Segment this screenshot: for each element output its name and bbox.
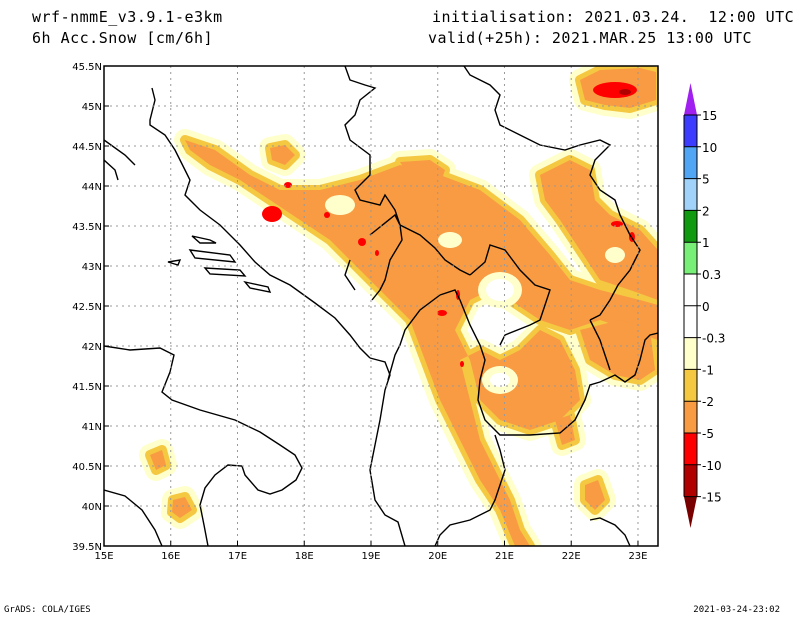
colorbar-arrow-bottom (684, 496, 697, 528)
valid-time: valid(+25h): 2021.MAR.25 13:00 UTC (428, 29, 753, 47)
colorbar-label: 10 (702, 141, 717, 155)
field-title: 6h Acc.Snow [cm/6h] (32, 29, 214, 47)
colorbar-arrow-top (684, 83, 697, 115)
colorbar-label: -15 (702, 491, 722, 505)
lat-label: 40N (82, 502, 102, 513)
footer-right: 2021-03-24-23:02 (693, 605, 780, 615)
lat-label: 42N (82, 342, 102, 353)
lat-label: 43N (82, 262, 102, 273)
colorbar-segment (684, 242, 697, 274)
map-frame (103, 65, 659, 547)
lon-label: 16E (161, 551, 180, 562)
lon-label: 22E (562, 551, 581, 562)
colorbar-label: -0.3 (702, 332, 725, 346)
lat-label: 43.5N (72, 222, 102, 233)
lat-label: 44N (82, 182, 102, 193)
colorbar-segment (684, 274, 697, 306)
colorbar-label: 0.3 (702, 268, 721, 282)
colorbar-segment (684, 146, 697, 179)
lon-label: 18E (295, 551, 314, 562)
colorbar-segment (684, 178, 697, 211)
colorbar-label: -5 (702, 427, 714, 441)
lat-label: 41.5N (72, 382, 102, 393)
colorbar-segment (684, 210, 697, 243)
colorbar-label: 2 (702, 204, 710, 218)
lat-label: 42.5N (72, 302, 102, 313)
colorbar-segment (684, 337, 697, 370)
colorbar-segment (684, 433, 697, 465)
footer-left: GrADS: COLA/IGES (4, 605, 91, 615)
lat-label: 39.5N (72, 542, 102, 553)
colorbar-segment (684, 401, 697, 433)
model-title: wrf-nmmE_v3.9.1-e3km (32, 8, 223, 26)
snow-field (104, 66, 658, 546)
colorbar: 15 10 5 2 1 0.3 0 -0.3 -1 -2 -5 -10 -15 (683, 83, 725, 528)
colorbar-segment (684, 115, 697, 147)
lon-label: 17E (228, 551, 247, 562)
lat-label: 41N (82, 422, 102, 433)
lat-label: 40.5N (72, 462, 102, 473)
init-time: initialisation: 2021.03.24. 12:00 UTC (432, 8, 795, 26)
colorbar-label: 5 (702, 173, 710, 187)
lat-label: 44.5N (72, 142, 102, 153)
lon-label: 19E (361, 551, 380, 562)
colorbar-label: -10 (702, 459, 722, 473)
lat-label: 45.5N (72, 62, 102, 73)
colorbar-label: 15 (702, 109, 717, 123)
colorbar-label: -1 (702, 363, 714, 377)
coastlines-borders (104, 66, 658, 546)
colorbar-segment (684, 464, 697, 497)
lon-label: 20E (428, 551, 447, 562)
colorbar-label: 1 (702, 236, 710, 250)
lon-label: 23E (628, 551, 647, 562)
lat-label: 45N (82, 102, 102, 113)
colorbar-label: 0 (702, 300, 710, 314)
colorbar-label: -2 (702, 395, 714, 409)
lon-label: 15E (94, 551, 113, 562)
axis-ticks: 15E 16E 17E 18E 19E 20E 21E 22E 23E 45.5N 45N 44.5N… (72, 62, 647, 562)
lon-label: 21E (495, 551, 514, 562)
colorbar-segment (684, 305, 697, 338)
colorbar-segment (684, 369, 697, 402)
